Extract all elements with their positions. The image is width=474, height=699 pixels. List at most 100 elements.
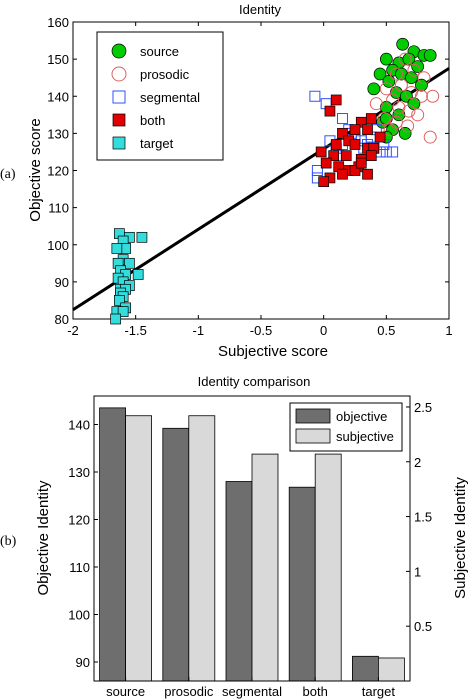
scatter-title: Identity <box>239 2 281 17</box>
bar-bars <box>99 407 405 682</box>
scatter-point-segmental <box>380 146 392 158</box>
scatter-point-source <box>379 52 393 66</box>
scatter-point-both <box>365 150 377 161</box>
bar-y-label-right: Subjective Identity <box>452 477 469 599</box>
scatter-point-prosodic <box>392 100 406 114</box>
scatter-point-prosodic <box>404 86 418 100</box>
scatter-point-both <box>315 146 327 158</box>
legend-label-both: both <box>140 113 165 128</box>
legend-swatch-objective <box>295 408 331 424</box>
bar-subjective <box>188 415 216 682</box>
legend-marker-prosodic <box>111 66 127 82</box>
scatter-x-label: Subjective score <box>218 343 328 360</box>
bar-y-tick-label-right: 2.5 <box>414 400 432 415</box>
bar-category-label: segmental <box>222 684 282 699</box>
bar-category-label: source <box>106 684 145 699</box>
scatter-point-segmental <box>311 165 323 176</box>
scatter-y-tick-label: 80 <box>55 312 69 327</box>
scatter-point-target <box>132 269 144 280</box>
scatter-point-prosodic <box>394 78 408 92</box>
scatter-point-prosodic <box>389 67 403 81</box>
bar-axes: source prosodic segmental both target9010011… <box>68 400 432 699</box>
scatter-x-tick-label: -2 <box>67 323 79 338</box>
scatter-point-both <box>355 157 367 169</box>
scatter-point-source <box>402 52 416 66</box>
scatter-point-segmental <box>336 113 348 125</box>
bar-objective <box>162 427 190 682</box>
legend-label-objective: objective <box>336 409 387 424</box>
scatter-y-tick-label: 140 <box>47 89 69 104</box>
scatter-point-both <box>349 139 361 150</box>
legend-label-prosodic: prosodic <box>140 67 190 82</box>
bar-y-tick-label-right: 0.5 <box>414 619 432 634</box>
bar-legend: objective subjective <box>289 402 403 452</box>
bar-objective <box>351 655 379 682</box>
scatter-x-tick-label: 1 <box>445 323 452 338</box>
legend-label-source: source <box>140 44 179 59</box>
bar-title: Identity comparison <box>198 374 311 389</box>
scatter-y-tick-label: 90 <box>55 275 69 290</box>
scatter-point-segmental <box>309 90 321 102</box>
bar-y-tick-label-left: 90 <box>76 655 90 670</box>
scatter-x-tick-label: -1.5 <box>124 323 146 338</box>
bar-subjective <box>377 657 405 682</box>
scatter-point-prosodic <box>379 82 393 96</box>
scatter-points <box>110 37 440 325</box>
panel-label-a: (a) <box>0 167 16 182</box>
scatter-point-prosodic <box>423 130 437 144</box>
scatter-y-label: Objective score <box>27 118 44 221</box>
scatter-point-prosodic <box>414 89 428 103</box>
scatter-point-source <box>382 75 396 88</box>
scatter-legend: source prosodic segmental both target <box>96 31 224 161</box>
scatter-point-target <box>117 306 129 317</box>
scatter-point-target <box>124 257 135 269</box>
bar-category-label: target <box>362 684 396 699</box>
scatter-point-prosodic <box>401 119 415 133</box>
bar-y-tick-label-left: 100 <box>68 608 90 623</box>
scatter-point-both <box>374 131 386 143</box>
scatter-point-segmental <box>387 146 399 158</box>
scatter-y-tick-label: 160 <box>47 15 69 30</box>
bar-y-tick-label-left: 130 <box>68 465 90 480</box>
scatter-point-prosodic <box>383 123 397 137</box>
scatter-chart: Identity -2 -1.5 -1 -0.5 0 0.5 1 80 90 100 110 120 1… <box>0 2 453 360</box>
scatter-point-both <box>324 105 336 117</box>
scatter-y-tick-label: 110 <box>48 201 69 216</box>
scatter-x-tick-label: 0 <box>320 323 327 338</box>
scatter-point-both <box>362 168 373 180</box>
scatter-point-both <box>365 113 377 124</box>
bar-y-tick-label-left: 120 <box>68 513 90 528</box>
scatter-point-both <box>328 150 340 161</box>
scatter-point-source <box>373 67 387 81</box>
scatter-y-tick-label: 120 <box>47 164 69 179</box>
legend-marker-target <box>112 136 126 150</box>
scatter-point-prosodic <box>402 104 416 118</box>
bar-subjective <box>314 453 342 682</box>
scatter-point-both <box>355 116 367 128</box>
scatter-point-source <box>367 82 381 96</box>
scatter-point-prosodic <box>417 71 431 85</box>
scatter-point-both <box>330 94 342 106</box>
bar-subjective <box>125 415 152 682</box>
legend-label-target: target <box>140 136 174 151</box>
scatter-x-tick-label: -0.5 <box>250 323 272 338</box>
bar-y-tick-label-right: 2 <box>414 455 421 470</box>
bar-y-label-left: Objective Identity <box>35 480 52 596</box>
scatter-point-target <box>136 231 148 243</box>
legend-marker-segmental <box>112 90 126 104</box>
scatter-y-tick-label: 130 <box>47 126 69 141</box>
bar-y-tick-label-right: 1 <box>414 564 421 579</box>
scatter-point-both <box>362 124 373 136</box>
scatter-point-source <box>396 37 409 51</box>
bar-subjective <box>251 453 279 682</box>
scatter-point-both <box>320 157 332 169</box>
scatter-point-source <box>411 60 425 73</box>
scatter-y-tick-label: 150 <box>47 52 69 67</box>
bar-objective <box>225 481 253 682</box>
legend-marker-both <box>112 113 126 127</box>
scatter-point-target <box>111 243 123 254</box>
scatter-point-both <box>337 168 348 180</box>
scatter-point-both <box>349 124 361 136</box>
scatter-point-both <box>330 139 342 150</box>
